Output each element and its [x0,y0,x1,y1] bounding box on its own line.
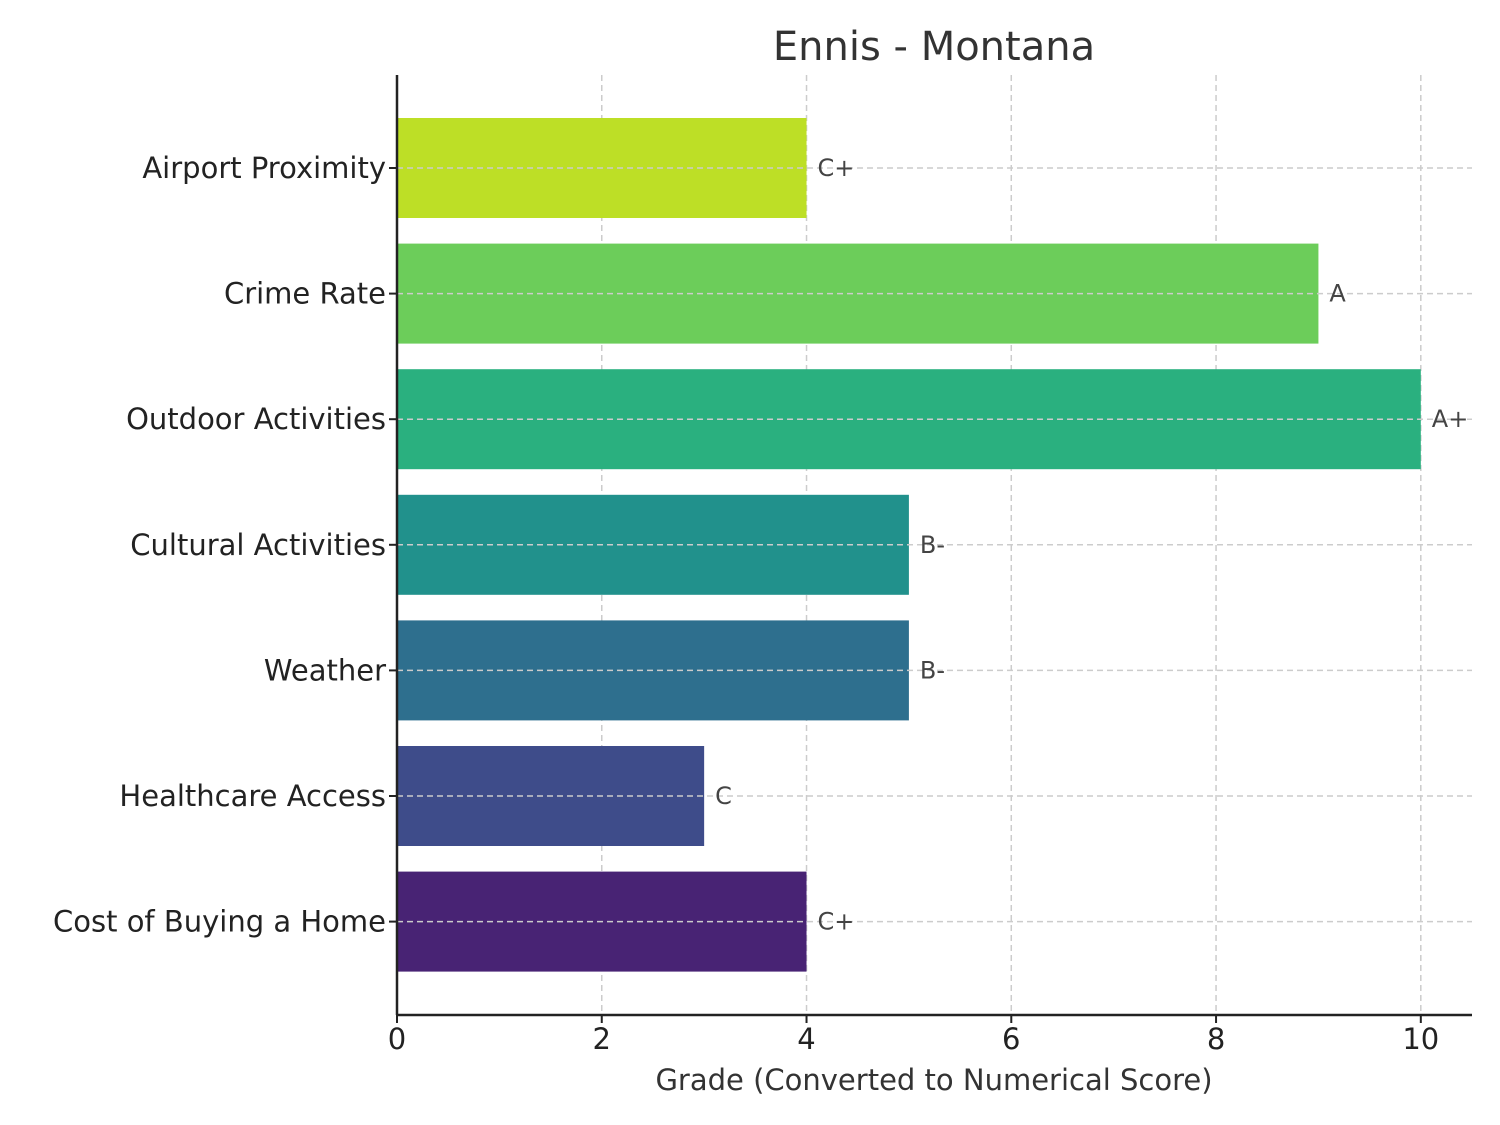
grade-label: A [1329,280,1346,308]
category-label: Weather [264,653,386,687]
grade-label: C+ [818,154,855,182]
x-tick-label: 4 [797,1022,815,1056]
grade-label: B- [920,656,945,684]
category-label: Cost of Buying a Home [53,905,386,939]
category-label: Crime Rate [224,277,386,311]
category-label: Outdoor Activities [126,402,386,436]
category-label: Airport Proximity [142,151,386,185]
labels: 0 2 4 6 8 10 Airport Proximity C+ Crime Rate A Out… [53,151,1468,1056]
x-axis-label: Grade (Converted to Numerical Score) [655,1063,1212,1097]
x-tick-label: 2 [593,1022,611,1056]
x-tick-label: 6 [1002,1022,1020,1056]
category-label: Cultural Activities [130,528,386,562]
x-tick-label: 10 [1402,1022,1439,1056]
x-tick-label: 8 [1207,1022,1225,1056]
chart-title: Ennis - Montana [773,24,1095,70]
category-label: Healthcare Access [119,779,386,813]
grade-label: B- [920,531,945,559]
grade-label: A+ [1432,405,1469,433]
grade-label: C [715,782,732,810]
x-tick-label: 0 [388,1022,406,1056]
grade-label: C+ [818,908,855,936]
axes [389,75,1472,1023]
